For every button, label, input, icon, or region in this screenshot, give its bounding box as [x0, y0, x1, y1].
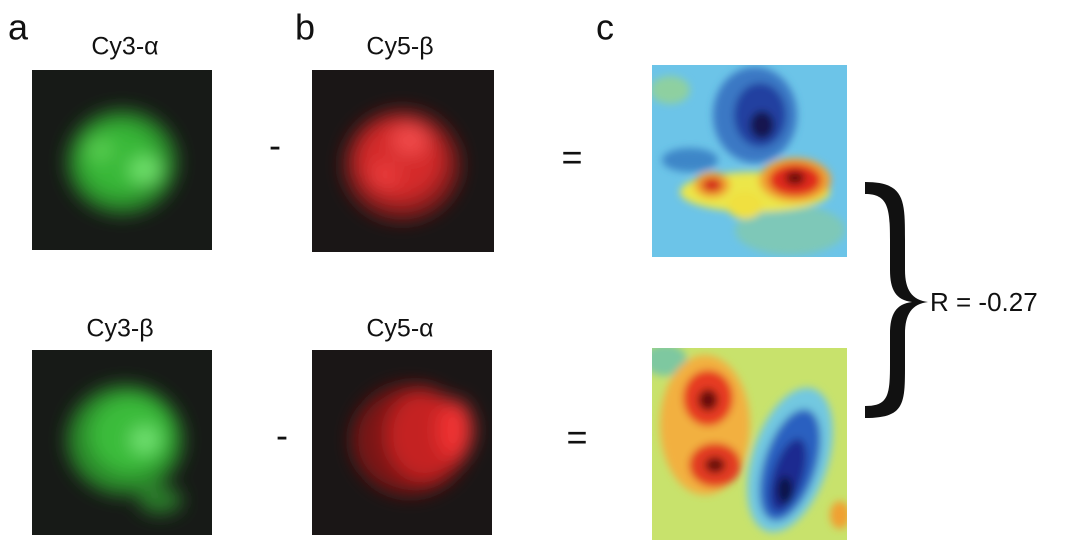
- figure: a b c Cy3-α Cy5-β Cy3-β Cy5-α: [0, 0, 1077, 540]
- brace: [865, 182, 928, 418]
- image-label: Cy5-α: [366, 315, 433, 343]
- difference-map: [650, 65, 847, 257]
- fluorescence-image: [32, 350, 212, 535]
- fluorescence-image: [312, 70, 494, 252]
- image-label: Cy3-α: [91, 33, 158, 61]
- image-label: Cy3-β: [86, 315, 153, 343]
- difference-map: [643, 344, 850, 540]
- operator: -: [276, 415, 288, 456]
- correlation: R = -0.27: [930, 287, 1038, 317]
- operator: -: [269, 125, 281, 166]
- panel-label: a: [8, 7, 29, 48]
- operator: =: [566, 417, 587, 458]
- fluorescence-image: [32, 70, 212, 250]
- fluorescence-image: [312, 350, 492, 535]
- panel-label: b: [295, 7, 315, 48]
- operator: =: [561, 137, 582, 178]
- panel-label: c: [596, 7, 614, 48]
- image-label: Cy5-β: [366, 33, 433, 61]
